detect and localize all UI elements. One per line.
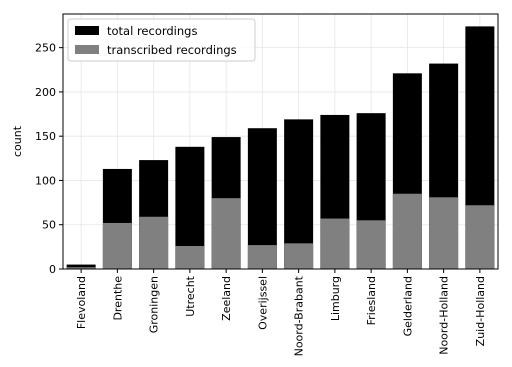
transcribed-recordings-bar xyxy=(284,243,314,269)
transcribed-recordings-bar xyxy=(429,197,459,269)
legend: total recordings transcribed recordings xyxy=(67,18,256,62)
bars xyxy=(66,26,495,270)
transcribed-recordings-bar xyxy=(211,198,241,269)
transcribed-recordings-bar xyxy=(465,205,495,269)
transcribed-recordings-bar xyxy=(66,267,96,269)
y-tick-label: 150 xyxy=(35,130,56,143)
transcribed-recordings-bar xyxy=(247,245,277,269)
x-tick-label: Flevoland xyxy=(75,276,88,329)
x-tick-label: Gelderland xyxy=(401,276,414,336)
total-recordings-bar xyxy=(66,264,96,269)
x-tick-label: Groningen xyxy=(148,276,161,333)
legend-label: transcribed recordings xyxy=(107,43,237,57)
y-tick-label: 50 xyxy=(42,219,56,232)
transcribed-recordings-bar xyxy=(175,245,205,269)
x-tick-label: Zuid-Holland xyxy=(474,276,487,346)
x-tick-label: Overijssel xyxy=(256,276,269,330)
legend-swatch xyxy=(75,26,99,35)
y-tick-label: 250 xyxy=(35,42,56,55)
transcribed-recordings-bar xyxy=(392,193,422,269)
legend-label: total recordings xyxy=(107,24,197,38)
x-tick-label: Noord-Brabant xyxy=(293,275,306,356)
x-tick-label: Utrecht xyxy=(184,275,197,316)
legend-swatch xyxy=(75,45,99,54)
y-axis-label: count xyxy=(11,125,24,157)
plot-border xyxy=(62,13,499,270)
y-tick-label: 200 xyxy=(35,86,56,99)
x-tick-label: Zeeland xyxy=(220,276,233,321)
x-tick-label: Drenthe xyxy=(111,276,124,321)
transcribed-recordings-bar xyxy=(139,216,169,269)
transcribed-recordings-bar xyxy=(356,220,386,269)
y-tick-label: 0 xyxy=(49,263,56,276)
x-tick-label: Limburg xyxy=(329,276,342,321)
y-axis-ticks: 0 50 100 150 200 250 xyxy=(35,42,63,276)
legend-box xyxy=(67,18,256,62)
x-tick-label: Friesland xyxy=(365,276,378,325)
plot-frame xyxy=(62,13,499,270)
y-tick-label: 100 xyxy=(35,174,56,187)
x-axis-ticks: Flevoland Drenthe Groningen Utrecht Zeeland O… xyxy=(75,269,487,356)
x-tick-label: Noord-Holland xyxy=(438,276,451,355)
transcribed-recordings-bar xyxy=(102,222,132,269)
transcribed-recordings-bar xyxy=(320,218,350,269)
